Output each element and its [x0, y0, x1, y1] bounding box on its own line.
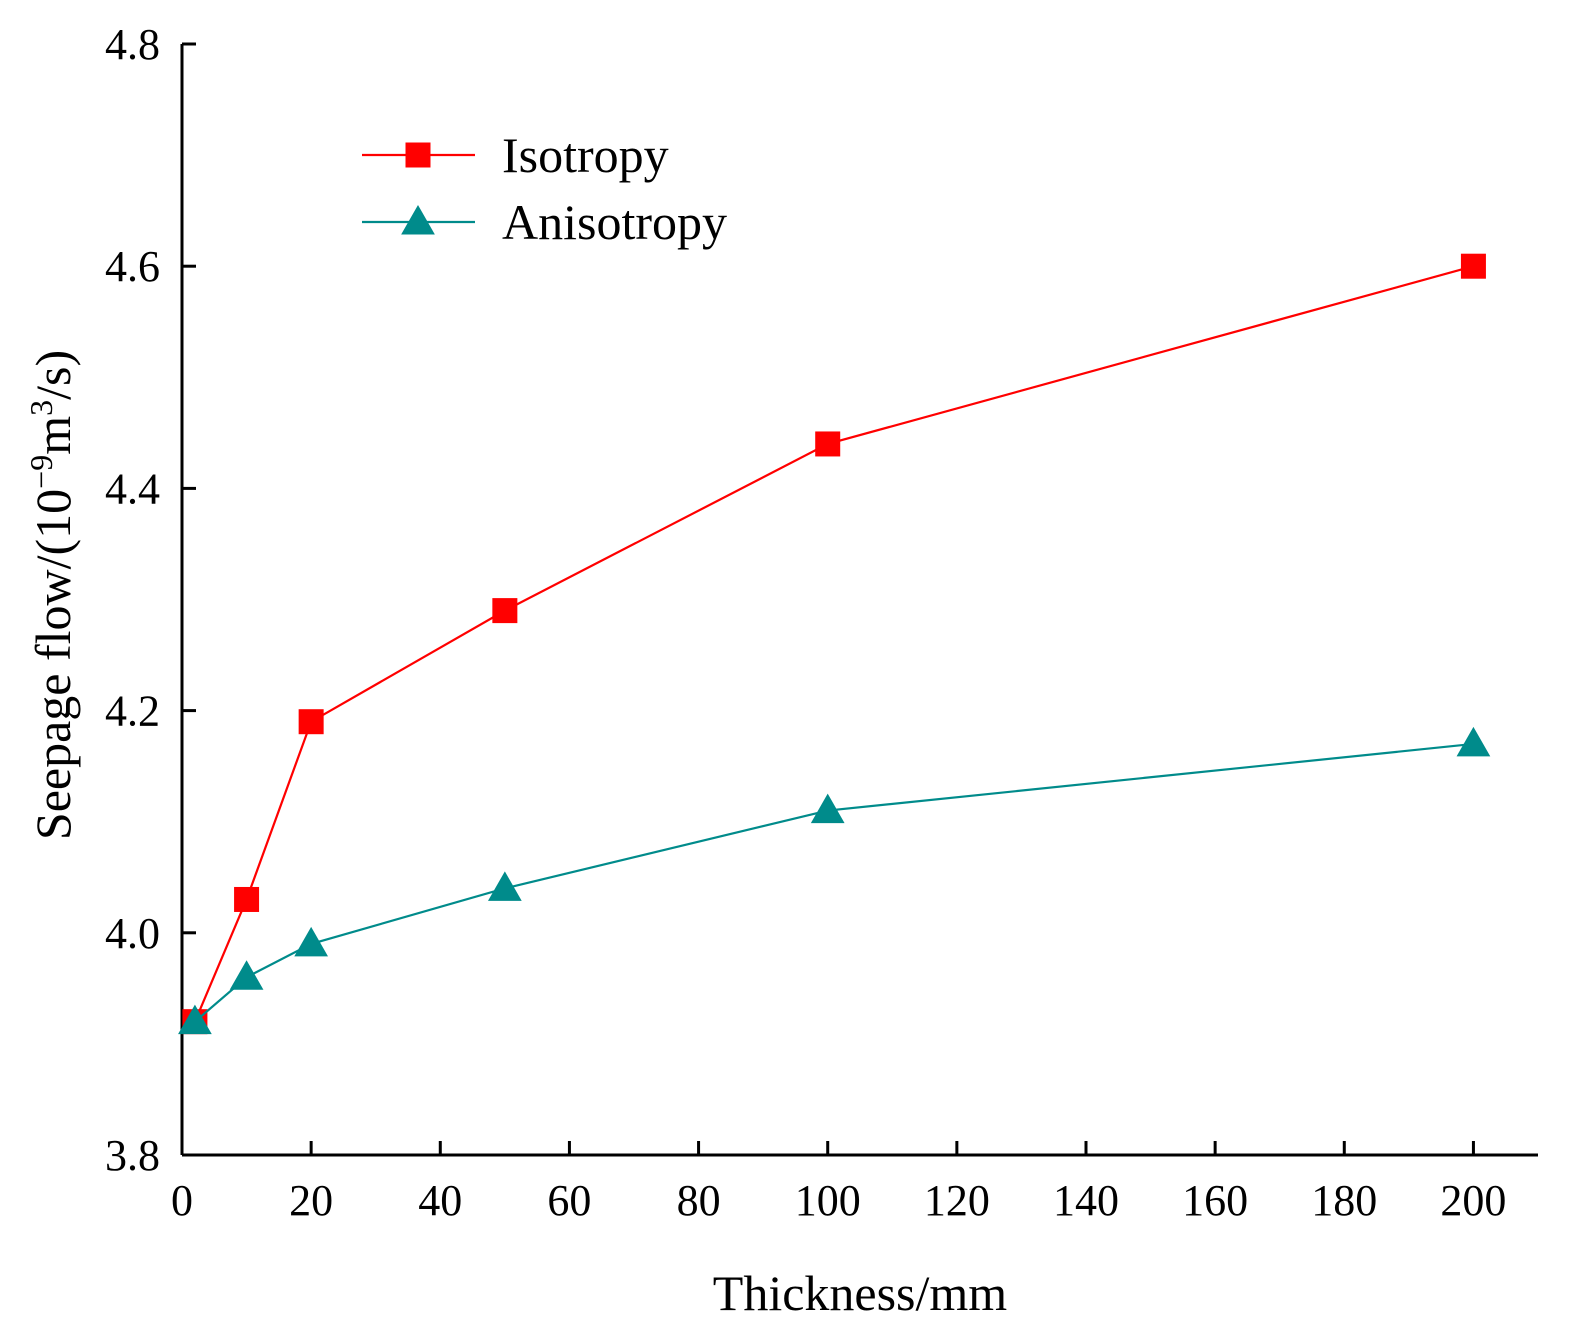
- x-tick-label: 180: [1311, 1176, 1377, 1225]
- x-tick-label: 100: [795, 1176, 861, 1225]
- anisotropy-point: [810, 793, 845, 824]
- x-axis-title: Thickness/mm: [713, 1265, 1008, 1321]
- y-tick-label: 3.8: [105, 1131, 160, 1180]
- series-anisotropy: [178, 726, 1491, 1035]
- isotropy-point: [1460, 253, 1486, 279]
- legend-isotropy-label: Isotropy: [502, 127, 669, 183]
- isotropy-point: [298, 709, 324, 735]
- legend-item-isotropy: Isotropy: [362, 127, 669, 183]
- y-axis-title-part: m: [25, 416, 81, 455]
- legend-anisotropy-marker: [401, 204, 435, 235]
- x-tick-label: 60: [547, 1176, 591, 1225]
- anisotropy-point: [487, 871, 522, 901]
- anisotropy-line: [194, 742, 1474, 1023]
- anisotropy-point: [229, 960, 264, 990]
- x-tick-label: 140: [1053, 1176, 1119, 1225]
- x-tick-label: 200: [1440, 1176, 1506, 1225]
- x-tick-label: 120: [924, 1176, 990, 1225]
- y-tick-label: 4.2: [105, 687, 160, 736]
- anisotropy-point: [1456, 726, 1491, 757]
- isotropy-point: [234, 886, 260, 912]
- x-tick-label: 40: [418, 1176, 462, 1225]
- y-axis-title-part: 3: [23, 400, 59, 416]
- y-tick-label: 4.0: [105, 909, 160, 958]
- axes: [180, 44, 1538, 1157]
- y-axis-title: Seepage flow/(10−9m3/s): [23, 350, 81, 840]
- x-tick-label: 80: [677, 1176, 721, 1225]
- y-tick-label: 4.8: [105, 20, 160, 69]
- legend-isotropy-marker: [405, 142, 431, 168]
- series-layer: [178, 253, 1491, 1035]
- y-tick-label: 4.6: [105, 242, 160, 291]
- y-axis-title-part: /s): [25, 350, 81, 400]
- x-tick-label: 20: [289, 1176, 333, 1225]
- anisotropy-point: [178, 1004, 212, 1035]
- series-isotropy: [182, 253, 1486, 1035]
- isotropy-line: [193, 265, 1474, 1023]
- y-tick-label: 4.4: [105, 464, 160, 513]
- y-axis-title-part: Seepage flow/(10: [25, 489, 81, 840]
- isotropy-point: [492, 598, 518, 624]
- legend: Isotropy Anisotropy: [362, 127, 727, 250]
- y-ticks: 3.8 4.0 4.2 4.4 4.6 4.8: [105, 20, 196, 1180]
- y-axis-title-part: −9: [23, 455, 59, 489]
- x-tick-label: 0: [171, 1176, 193, 1225]
- legend-item-anisotropy: Anisotropy: [362, 194, 727, 250]
- legend-anisotropy-label: Anisotropy: [502, 194, 727, 250]
- x-tick-label: 160: [1182, 1176, 1248, 1225]
- isotropy-point: [815, 431, 841, 457]
- x-ticks: 0 20 40 60 80 100 120 140 160 180 200: [171, 1141, 1506, 1225]
- anisotropy-point: [294, 926, 329, 957]
